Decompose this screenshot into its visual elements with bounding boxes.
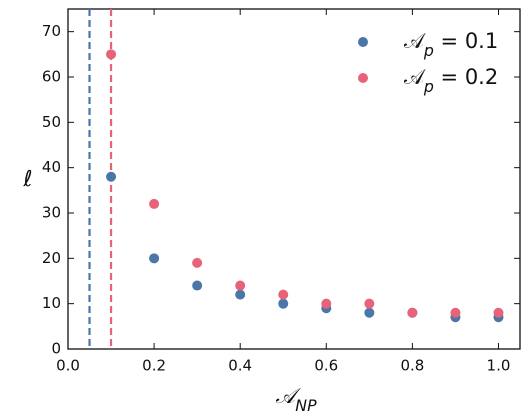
point [149,253,160,264]
y-tick-label: 0 [51,340,61,358]
point [149,198,160,209]
point [278,298,289,309]
x-tick-label: 0.6 [314,357,338,375]
y-tick-label: 60 [42,68,61,86]
plot-frame [67,8,521,350]
legend-marker [358,73,368,83]
x-axis-label: 𝒜NP [275,384,317,415]
x-tick-label: 0.2 [142,357,166,375]
y-tick-label: 30 [42,204,61,222]
point [321,298,332,309]
point [106,171,117,182]
x-tick-label: 0.4 [228,357,252,375]
y-tick-label: 20 [42,249,61,267]
y-tick-label: 50 [42,113,61,131]
point [106,49,117,60]
point [235,289,246,300]
y-axis-label: ℓ [22,167,32,192]
point [235,280,246,291]
point [450,307,461,318]
x-tick-label: 0.0 [56,357,80,375]
point [364,307,375,318]
legend-label: 𝒜p = 0.1 [404,29,498,60]
point [364,298,375,309]
y-tick-label: 70 [42,22,61,40]
legend-marker [358,37,368,47]
point [493,307,504,318]
x-tick-label: 0.8 [400,357,424,375]
point [407,307,418,318]
y-tick-label: 10 [42,294,61,312]
point [192,257,203,268]
point [278,289,289,300]
legend-label: 𝒜p = 0.2 [404,65,498,96]
y-tick-label: 40 [42,158,61,176]
point [192,280,203,291]
x-tick-label: 1.0 [487,357,511,375]
